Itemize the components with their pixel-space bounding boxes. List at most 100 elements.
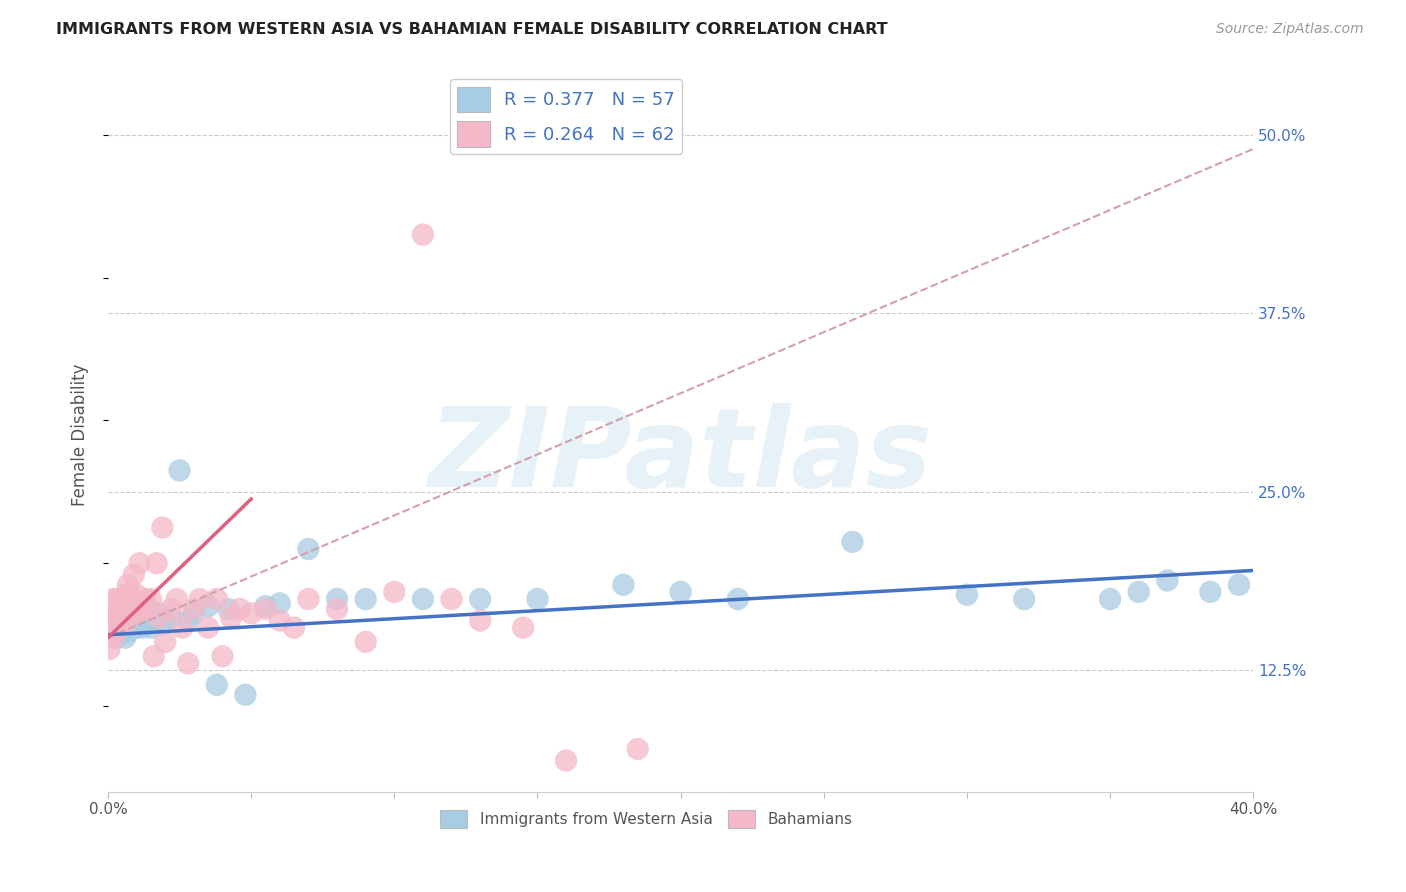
Point [169,463,191,477]
Point [105,592,128,607]
Point [101,616,124,631]
Point [122,621,145,635]
Point [160,610,183,624]
Point [205,678,228,692]
Point [100,616,122,631]
Point [136,602,159,616]
Point [128,616,150,631]
Point [108,616,131,631]
Point [114,616,136,631]
Point [114,631,136,645]
Point [205,592,228,607]
Point [841,534,863,549]
Point [125,607,148,621]
Point [122,567,145,582]
Point [103,592,125,607]
Point [150,520,173,534]
Point [254,602,277,616]
Point [117,578,139,592]
Point [412,227,434,242]
Point [183,607,205,621]
Point [526,592,548,607]
Point [114,588,136,602]
Point [125,621,148,635]
Point [555,754,578,768]
Point [100,628,122,642]
Point [139,621,162,635]
Point [103,621,125,635]
Point [117,610,139,624]
Point [105,631,128,645]
Point [105,614,128,628]
Point [382,585,405,599]
Point [177,657,200,671]
Point [412,592,434,607]
Point [98,621,121,635]
Point [217,602,239,616]
Point [100,607,122,621]
Point [103,610,125,624]
Point [148,607,170,621]
Point [97,621,120,635]
Point [98,642,121,657]
Point [1012,592,1035,607]
Point [105,602,128,616]
Point [120,602,142,616]
Point [142,649,165,664]
Point [183,602,205,616]
Point [117,624,139,639]
Point [627,742,650,756]
Point [134,614,156,628]
Point [131,607,153,621]
Point [166,592,188,607]
Point [108,607,131,621]
Point [136,602,159,616]
Point [177,614,200,628]
Point [111,621,134,635]
Point [100,628,122,642]
Point [108,621,131,635]
Point [117,610,139,624]
Point [669,585,692,599]
Point [131,599,153,614]
Point [103,610,125,624]
Point [254,599,277,614]
Point [111,610,134,624]
Point [269,596,291,610]
Point [297,592,319,607]
Point [228,602,250,616]
Point [120,616,142,631]
Point [100,607,122,621]
Point [512,621,534,635]
Point [128,557,150,571]
Point [1156,574,1178,588]
Point [155,635,177,649]
Point [269,614,291,628]
Point [727,592,749,607]
Point [134,592,156,607]
Point [103,631,125,645]
Point [125,610,148,624]
Point [440,592,463,607]
Point [197,621,219,635]
Point [211,649,233,664]
Point [240,607,263,621]
Point [1128,585,1150,599]
Point [101,621,124,635]
Point [354,635,377,649]
Point [105,621,128,635]
Point [122,592,145,607]
Point [148,610,170,624]
Point [956,588,979,602]
Point [326,592,349,607]
Point [114,616,136,631]
Point [131,621,153,635]
Point [1227,578,1250,592]
Point [145,614,167,628]
Point [219,610,242,624]
Point [128,602,150,616]
Point [197,599,219,614]
Point [145,557,167,571]
Point [470,592,492,607]
Point [142,610,165,624]
